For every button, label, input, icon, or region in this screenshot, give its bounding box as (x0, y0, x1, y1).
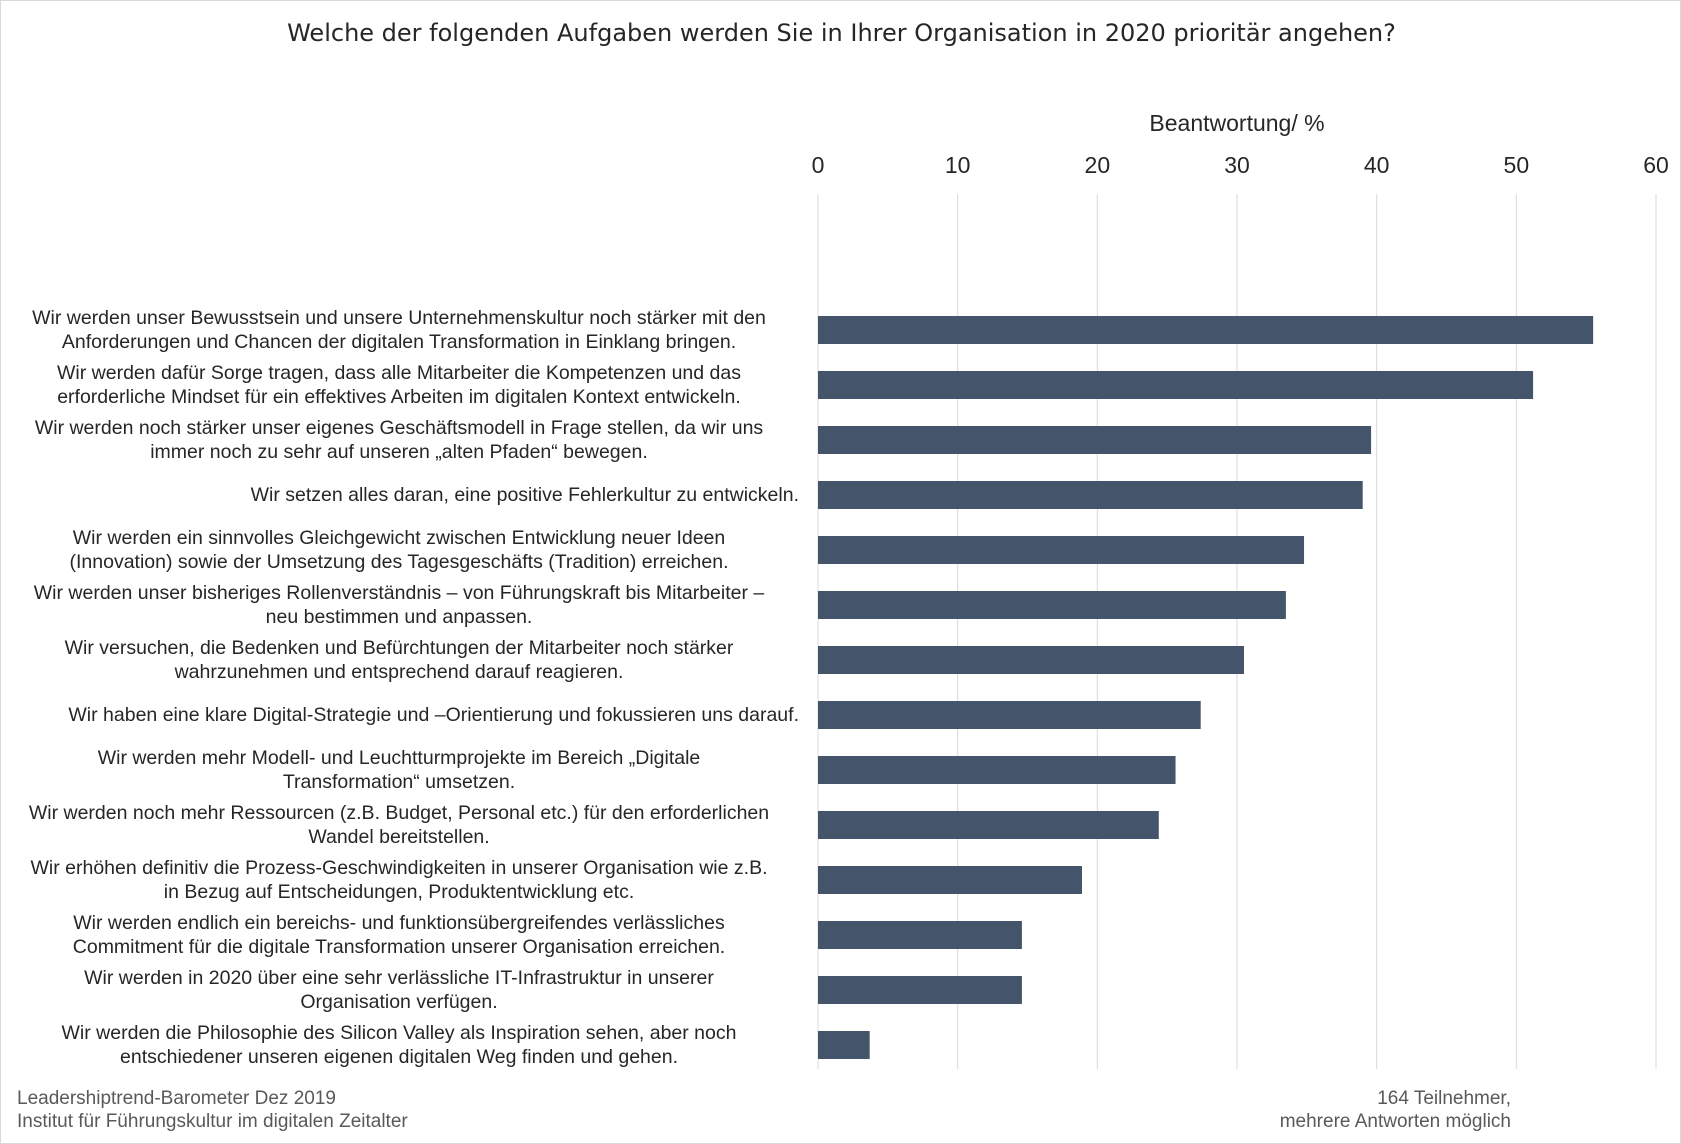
category-label-line: Wir werden dafür Sorge tragen, dass alle… (57, 362, 741, 384)
bar (818, 426, 1372, 454)
category-label-line: Wir setzen alles daran, eine positive Fe… (250, 484, 799, 506)
bar (818, 756, 1176, 784)
x-tick-label: 30 (1224, 152, 1250, 178)
category-label: Wir versuchen, die Bedenken und Befürcht… (1, 636, 799, 684)
category-label-line: entschiedener unseren eigenen digitalen … (120, 1046, 678, 1068)
category-label-line: Wir haben eine klare Digital-Strategie u… (68, 704, 799, 726)
category-label: Wir setzen alles daran, eine positive Fe… (1, 483, 799, 507)
category-label: Wir werden noch mehr Ressourcen (z.B. Bu… (1, 801, 799, 849)
category-label: Wir werden die Philosophie des Silicon V… (1, 1021, 799, 1069)
source-line-1: Leadershiptrend-Barometer Dez 2019 (17, 1088, 336, 1109)
category-label-line: Organisation verfügen. (300, 991, 498, 1013)
category-label-line: (Innovation) sowie der Umsetzung des Tag… (69, 551, 729, 573)
category-label-line: Wir werden noch stärker unser eigenes Ge… (34, 417, 764, 439)
category-label: Wir werden ein sinnvolles Gleichgewicht … (1, 526, 799, 574)
category-label-line: Transformation“ umsetzen. (282, 771, 516, 793)
category-label-line: immer noch zu sehr auf unseren „alten Pf… (150, 441, 648, 463)
category-label: Wir werden unser Bewusstsein und unsere … (1, 306, 799, 354)
category-label-line: in Bezug auf Entscheidungen, Produktentw… (163, 881, 635, 903)
bar (818, 646, 1244, 674)
chart-title: Welche der folgenden Aufgaben werden Sie… (287, 19, 1396, 47)
category-label-line: Wir versuchen, die Bedenken und Befürcht… (64, 637, 734, 659)
bar (818, 976, 1022, 1004)
participants-note: 164 Teilnehmer, mehrere Antworten möglic… (1181, 1087, 1511, 1133)
category-label: Wir werden dafür Sorge tragen, dass alle… (1, 361, 799, 409)
category-label-line: Anforderungen und Chancen der digitalen … (61, 331, 737, 353)
bar (818, 866, 1082, 894)
x-tick-labels: 0 10 20 30 40 50 60 (812, 152, 1669, 178)
category-label-line: Wir werden in 2020 über eine sehr verläs… (84, 967, 714, 989)
category-label-line: Commitment für die digitale Transformati… (72, 936, 726, 958)
category-label: Wir werden in 2020 über eine sehr verläs… (1, 966, 799, 1014)
bar (818, 591, 1286, 619)
category-label-line: Wandel bereitstellen. (308, 826, 490, 848)
category-label-line: Wir werden unser bisheriges Rollenverstä… (33, 582, 765, 604)
category-label-line: Wir werden noch mehr Ressourcen (z.B. Bu… (28, 802, 770, 824)
participants-line-1: 164 Teilnehmer, (1377, 1088, 1511, 1109)
category-label: Wir werden noch stärker unser eigenes Ge… (1, 416, 799, 464)
bar (818, 316, 1594, 344)
bar (818, 536, 1305, 564)
bar (818, 811, 1159, 839)
bar (818, 701, 1201, 729)
bar (818, 481, 1363, 509)
bars (818, 316, 1594, 1059)
category-label: Wir erhöhen definitiv die Prozess-Geschw… (1, 856, 799, 904)
category-label-line: Wir werden mehr Modell- und Leuchtturmpr… (97, 747, 701, 769)
participants-line-2: mehrere Antworten möglich (1279, 1111, 1511, 1132)
bar (818, 921, 1022, 949)
source-note: Leadershiptrend-Barometer Dez 2019 Insti… (17, 1087, 408, 1133)
category-label-line: Wir erhöhen definitiv die Prozess-Geschw… (30, 857, 768, 879)
x-tick-label: 20 (1085, 152, 1111, 178)
category-label: Wir werden unser bisheriges Rollenverstä… (1, 581, 799, 629)
source-line-2: Institut für Führungskultur im digitalen… (17, 1111, 408, 1132)
category-label: Wir werden endlich ein bereichs- und fun… (1, 911, 799, 959)
x-axis-label: Beantwortung/ % (1149, 110, 1324, 136)
x-tick-label: 60 (1643, 152, 1669, 178)
category-label-line: neu bestimmen und anpassen. (265, 606, 533, 628)
category-label-line: wahrzunehmen und entsprechend darauf rea… (174, 661, 624, 683)
x-tick-label: 10 (945, 152, 971, 178)
category-label-line: Wir werden unser Bewusstsein und unsere … (32, 307, 766, 329)
category-label-line: Wir werden endlich ein bereichs- und fun… (73, 912, 725, 934)
x-tick-label: 0 (812, 152, 825, 178)
category-label-line: erforderliche Mindset für ein effektives… (57, 386, 741, 408)
category-label-line: Wir werden die Philosophie des Silicon V… (61, 1022, 737, 1044)
category-label-line: Wir werden ein sinnvolles Gleichgewicht … (72, 527, 726, 549)
x-tick-label: 50 (1504, 152, 1530, 178)
category-label: Wir werden mehr Modell- und Leuchtturmpr… (1, 746, 799, 794)
bar (818, 371, 1534, 399)
bar (818, 1031, 870, 1059)
x-tick-label: 40 (1364, 152, 1390, 178)
category-label: Wir haben eine klare Digital-Strategie u… (1, 703, 799, 727)
